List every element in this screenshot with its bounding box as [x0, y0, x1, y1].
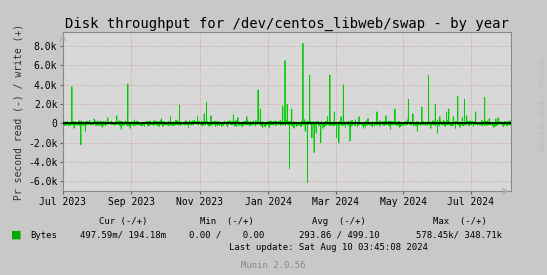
Text: RRDTOOL / TOBI OETIKER: RRDTOOL / TOBI OETIKER — [537, 58, 543, 151]
Title: Disk throughput for /dev/centos_libweb/swap - by year: Disk throughput for /dev/centos_libweb/s… — [65, 16, 509, 31]
Text: Munin 2.0.56: Munin 2.0.56 — [241, 261, 306, 270]
Text: 578.45k/ 348.71k: 578.45k/ 348.71k — [416, 231, 503, 240]
Text: Avg  (-/+): Avg (-/+) — [312, 217, 366, 226]
Text: 497.59m/ 194.18m: 497.59m/ 194.18m — [80, 231, 166, 240]
Text: ■: ■ — [11, 230, 21, 240]
Text: Bytes: Bytes — [30, 231, 57, 240]
Text: 0.00 /    0.00: 0.00 / 0.00 — [189, 231, 265, 240]
Text: Min  (-/+): Min (-/+) — [200, 217, 254, 226]
Y-axis label: Pr second read (-) / write (+): Pr second read (-) / write (+) — [14, 23, 24, 199]
Text: 293.86 / 499.10: 293.86 / 499.10 — [299, 231, 380, 240]
Text: Max  (-/+): Max (-/+) — [433, 217, 486, 226]
Text: Cur (-/+): Cur (-/+) — [99, 217, 147, 226]
Text: Last update: Sat Aug 10 03:45:08 2024: Last update: Sat Aug 10 03:45:08 2024 — [229, 243, 428, 252]
